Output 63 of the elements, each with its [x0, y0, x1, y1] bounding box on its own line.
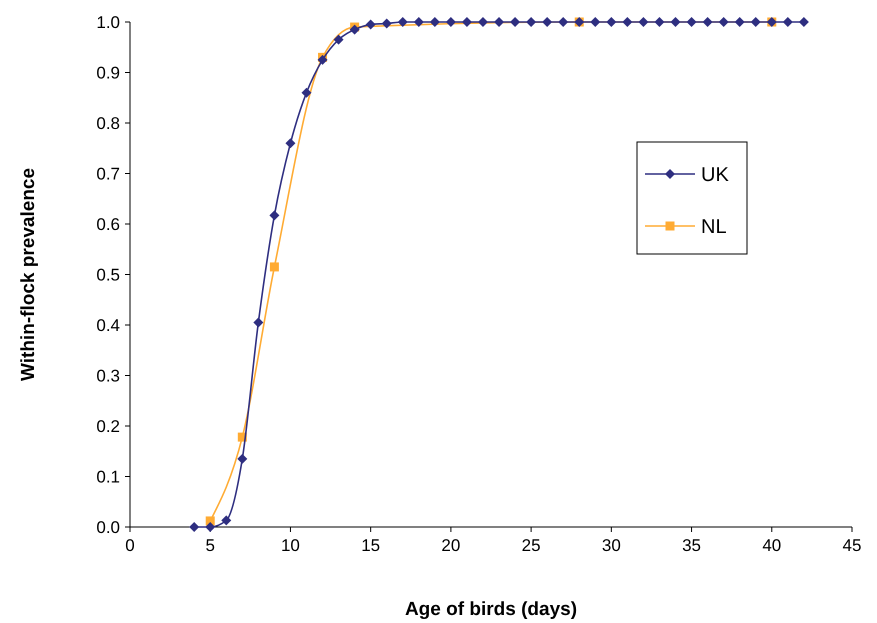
point [350, 24, 360, 35]
point [590, 17, 600, 27]
x-tick-label: 0 [125, 536, 135, 555]
point [382, 18, 392, 29]
point [366, 20, 376, 30]
point [334, 34, 344, 45]
y-tick-label: 0.3 [96, 366, 120, 386]
point [221, 515, 232, 526]
point [398, 17, 408, 27]
y-tick-label: 1.0 [96, 13, 120, 32]
point [782, 17, 793, 27]
legend-label: NL [701, 216, 727, 238]
y-tick-label: 0.4 [96, 316, 120, 335]
y-axis-title: Within-flock prevalence [18, 168, 39, 382]
point [510, 17, 520, 27]
y-tick-label: 0.8 [96, 114, 120, 133]
point [606, 17, 616, 27]
point [558, 17, 568, 27]
x-axis-title: Age of birds (days) [404, 599, 578, 620]
point [654, 17, 664, 27]
point [205, 522, 216, 532]
x-tick-label: 25 [522, 536, 541, 555]
point [798, 17, 809, 27]
y-tick-label: 0.9 [96, 64, 120, 82]
point [702, 17, 713, 27]
point [494, 17, 504, 27]
point [462, 17, 472, 27]
x-tick-label: 15 [361, 536, 380, 555]
y-tick-label: 0.0 [96, 518, 120, 537]
point [686, 17, 697, 27]
point [718, 17, 729, 27]
point [638, 17, 648, 27]
point [430, 17, 440, 27]
y-tick-label: 0.1 [96, 468, 120, 486]
x-tick-label: 40 [762, 536, 782, 555]
point [189, 522, 200, 532]
x-tick-label: 30 [602, 536, 621, 555]
point [526, 17, 536, 27]
point [478, 17, 488, 27]
point [414, 17, 424, 27]
y-tick-label: 0.6 [96, 215, 120, 234]
x-tick-label: 35 [682, 536, 702, 555]
x-tick-label: 20 [441, 536, 460, 555]
point [269, 210, 280, 220]
x-tick-label: 10 [280, 536, 300, 555]
legend-label: UK [701, 164, 730, 186]
point [270, 262, 279, 272]
point [750, 17, 761, 27]
point [318, 54, 328, 65]
point [446, 17, 456, 27]
point [622, 17, 632, 27]
point [734, 17, 745, 27]
x-tick-label: 45 [842, 536, 862, 555]
point [253, 317, 264, 328]
y-tick-label: 0.5 [96, 266, 120, 284]
point [542, 17, 552, 27]
y-tick-label: 0.7 [96, 164, 120, 184]
point [285, 138, 296, 148]
y-tick-label: 0.2 [96, 417, 120, 436]
point [237, 454, 248, 464]
x-tick-label: 5 [205, 536, 215, 555]
point [301, 88, 312, 98]
point [670, 17, 681, 27]
